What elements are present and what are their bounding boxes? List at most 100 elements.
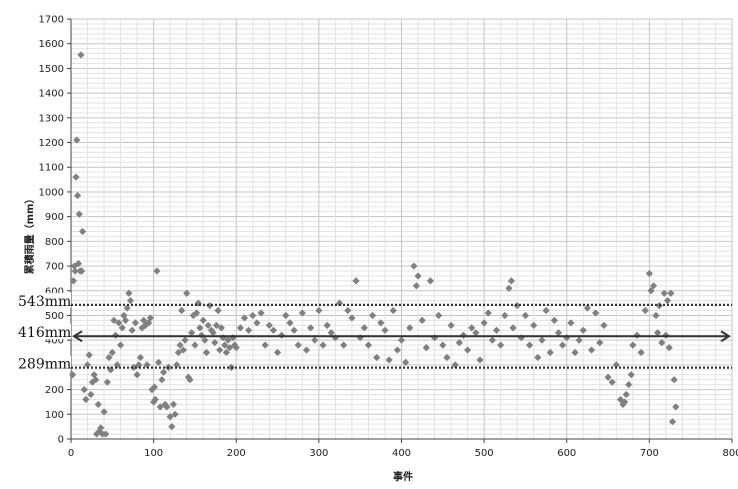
data-point [176,341,184,349]
data-point [534,353,542,362]
data-point [113,361,121,369]
data-point [298,309,306,317]
data-point [236,324,244,332]
data-point [141,321,149,329]
data-point [542,306,550,315]
y-tick-label: 200 [45,385,64,396]
data-point [74,259,83,268]
data-point [331,334,339,342]
x-tick-label: 700 [640,448,659,459]
data-point [525,341,534,349]
data-point [102,430,110,438]
data-point [174,348,183,357]
data-point [538,336,546,344]
arrow-head-left [72,330,83,343]
y-tick-label: 800 [45,237,64,248]
data-point [116,341,125,349]
data-point [663,297,672,305]
x-tick-labels: 0 100 200 300 400 500 600 700 800 [68,448,738,459]
data-point [221,341,229,349]
y-tick-label: 700 [45,262,64,273]
data-point [418,316,426,325]
data-point [224,336,232,344]
data-point [443,353,451,362]
reference-line-label: 416mm [18,325,71,341]
data-point [571,348,579,357]
data-point [74,192,82,200]
data-point [672,403,680,411]
reference-lines: 543mm 416mm 289mm [16,292,732,373]
data-point [71,267,79,275]
data-point [501,311,509,320]
y-tick-label: 1300 [39,113,64,124]
data-point [183,289,191,297]
data-point [668,418,677,426]
data-point [472,329,480,337]
data-point [488,336,496,344]
data-point [202,348,211,357]
data-point [447,321,455,329]
data-point [181,336,189,344]
y-tick-label: 100 [45,410,64,421]
data-point [249,311,257,320]
data-point [153,267,161,275]
data-point [169,400,178,409]
data-point [476,356,484,364]
data-point [257,309,265,317]
data-point [579,326,587,334]
y-tick-label: 900 [45,212,64,223]
data-point [145,319,153,327]
data-point [464,346,472,354]
data-point [484,309,492,317]
data-point [72,173,80,181]
data-point [670,376,678,384]
data-point [94,400,102,409]
data-point [608,378,616,386]
data-point [660,289,668,297]
data-point [468,324,476,332]
data-point [148,385,156,394]
y-tick-labels: 0100200300400500600700800900100011001200… [39,15,64,446]
data-point [282,311,290,320]
data-point [110,316,118,325]
data-point [133,371,141,379]
data-point [115,319,123,327]
data-point [240,314,249,322]
data-point [163,403,171,411]
data-point [507,277,515,285]
data-point [188,329,196,337]
data-point [232,343,240,352]
data-point [78,267,86,275]
data-point [402,358,410,367]
y-tick-label: 1100 [39,163,64,174]
y-axis-title: 累積雨量（mm） [23,194,36,275]
data-point [637,348,645,357]
data-point [530,321,538,329]
data-point [206,301,214,310]
data-point [217,324,225,332]
y-tick-label: 0 [58,435,64,446]
reference-label-bg [16,324,71,340]
data-point [196,324,204,332]
data-point [222,348,230,357]
data-point [154,358,163,367]
data-point [381,326,389,334]
data-point [348,314,356,322]
x-tick-label: 400 [392,448,411,459]
data-point [140,316,148,325]
data-point [319,341,327,349]
data-point [92,376,100,384]
data-point [78,227,87,236]
data-point [168,423,176,431]
data-point [658,339,666,347]
data-point [352,277,360,285]
y-tick-label: 600 [45,286,64,297]
data-point [616,395,625,404]
data-point [93,430,101,438]
data-point [550,316,558,325]
data-point [146,314,154,322]
data-point [121,316,130,325]
data-point [455,339,463,347]
reference-label-bg [16,292,71,308]
data-point [73,136,81,144]
